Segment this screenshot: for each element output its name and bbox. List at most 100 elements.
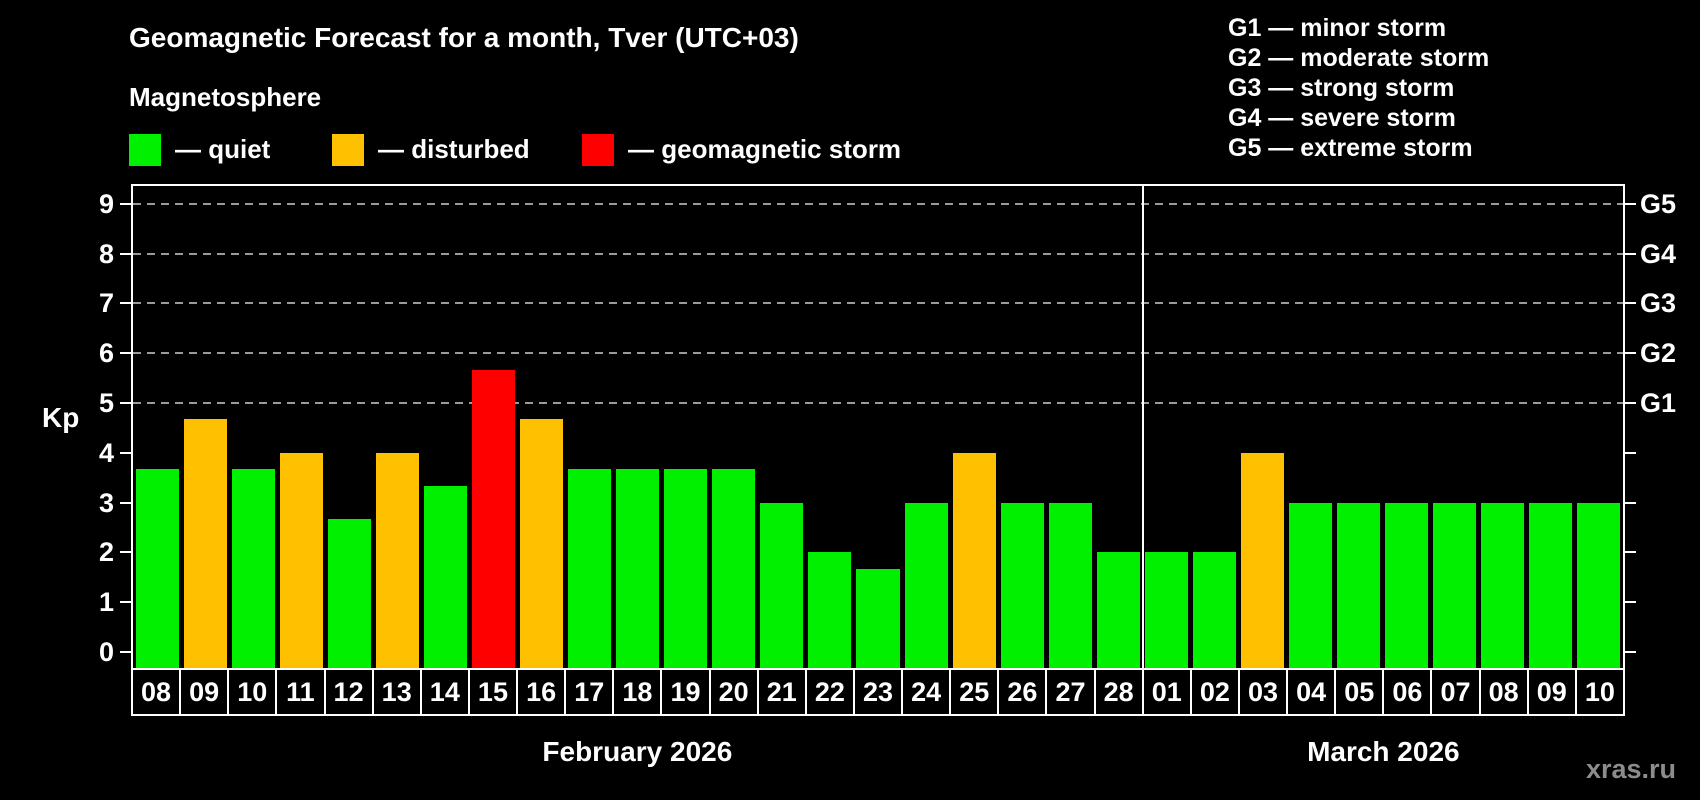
y-tick-label-9: 9: [98, 188, 114, 219]
bar-feb-12: [327, 519, 371, 668]
bar-feb-11: [279, 452, 323, 668]
day-label-feb-23: 23: [852, 668, 904, 716]
y-tick-label-0: 0: [98, 637, 114, 667]
day-label-mar-05: 05: [1334, 668, 1385, 716]
gridline-kp5: [133, 402, 1623, 404]
day-label-feb-10: 10: [227, 668, 278, 716]
chart-title: Geomagnetic Forecast for a month, Tver (…: [129, 22, 799, 53]
y-tick-right-6: [1625, 352, 1636, 355]
storm-scale-line-g2: G2 — moderate storm: [1228, 44, 1490, 72]
y-tick-right-4: [1625, 451, 1636, 454]
day-label-mar-09: 09: [1526, 668, 1577, 716]
day-label-mar-03: 03: [1237, 668, 1289, 716]
bar-mar-05: [1337, 502, 1381, 668]
day-label-feb-19: 19: [660, 668, 711, 716]
day-label-feb-21: 21: [756, 668, 807, 716]
y-tick-label-6: 6: [98, 338, 114, 369]
legend-label-quiet: — quiet: [175, 134, 271, 164]
legend-label-disturbed: — disturbed: [378, 134, 530, 164]
y-tick-left-6: [120, 352, 131, 355]
day-label-mar-02: 02: [1189, 668, 1240, 716]
day-label-feb-08: 08: [131, 668, 182, 716]
day-label-feb-26: 26: [997, 668, 1048, 716]
bar-mar-10: [1577, 502, 1621, 668]
legend-item-storm: — geomagnetic storm: [582, 133, 901, 166]
y-tick-left-9: [120, 202, 131, 205]
bar-feb-21: [760, 502, 804, 668]
legend-swatch-quiet: [129, 133, 161, 166]
day-label-feb-09: 09: [179, 668, 230, 716]
y-tick-left-1: [120, 601, 131, 604]
y-tick-label-5: 5: [98, 388, 114, 418]
y-tick-right-0: [1625, 651, 1636, 653]
bar-feb-25: [952, 452, 996, 668]
day-label-feb-15: 15: [467, 668, 519, 716]
legend-label-storm: — geomagnetic storm: [628, 134, 902, 164]
g-level-label-g2: G2: [1640, 338, 1677, 369]
day-label-feb-24: 24: [901, 668, 952, 716]
bar-feb-28: [1096, 552, 1140, 668]
day-label-mar-04: 04: [1286, 668, 1337, 716]
y-tick-right-3: [1625, 501, 1636, 504]
y-tick-left-8: [120, 252, 131, 255]
y-tick-label-2: 2: [98, 537, 114, 568]
month-label-february: February 2026: [542, 736, 733, 767]
y-tick-right-9: [1625, 202, 1636, 205]
bar-feb-19: [664, 469, 708, 668]
legend-swatch-storm: [582, 133, 614, 166]
day-label-feb-25: 25: [949, 668, 1000, 716]
y-tick-label-4: 4: [98, 437, 114, 468]
bar-feb-16: [520, 419, 564, 668]
bar-mar-08: [1481, 502, 1525, 668]
bar-feb-08: [135, 469, 179, 668]
bar-feb-23: [856, 568, 900, 668]
g-level-label-g1: G1: [1640, 388, 1677, 418]
bar-mar-01: [1144, 552, 1188, 668]
plot-inner: [133, 186, 1623, 668]
bar-mar-03: [1240, 452, 1285, 668]
y-tick-label-8: 8: [98, 238, 114, 269]
y-tick-left-4: [120, 451, 131, 454]
y-tick-right-1: [1625, 601, 1636, 604]
month-separator-line: [1142, 186, 1145, 668]
bar-feb-22: [808, 552, 852, 668]
y-tick-right-2: [1625, 551, 1636, 554]
bar-feb-17: [568, 469, 612, 668]
y-tick-label-1: 1: [98, 587, 114, 618]
month-label-march: March 2026: [1307, 736, 1460, 767]
y-tick-label-7: 7: [98, 288, 114, 319]
storm-scale-line-g5: G5 — extreme storm: [1228, 134, 1473, 162]
storm-scale-line-g3: G3 — strong storm: [1228, 74, 1455, 102]
bar-feb-20: [712, 469, 756, 668]
y-tick-left-3: [120, 501, 131, 504]
bar-mar-09: [1529, 502, 1573, 668]
storm-scale-legend: G1 — minor storm G2 — moderate storm G3 — …: [1228, 13, 1489, 163]
bar-mar-07: [1433, 502, 1477, 668]
y-tick-right-7: [1625, 302, 1636, 305]
day-label-mar-01: 01: [1141, 668, 1192, 716]
bar-mar-02: [1192, 552, 1236, 668]
y-tick-label-3: 3: [98, 487, 114, 518]
bar-feb-18: [616, 469, 660, 668]
day-label-mar-06: 06: [1382, 668, 1433, 716]
day-label-feb-27: 27: [1045, 668, 1096, 716]
day-label-feb-17: 17: [564, 668, 615, 716]
day-label-mar-08: 08: [1478, 668, 1529, 716]
legend-swatch-disturbed: [332, 133, 364, 166]
gridline-kp8: [133, 252, 1623, 255]
gridline-kp9: [133, 202, 1623, 205]
g-level-label-g5: G5: [1640, 188, 1677, 219]
y-tick-left-7: [120, 302, 131, 305]
bar-feb-10: [231, 469, 275, 668]
bar-feb-09: [183, 419, 227, 668]
legend-item-quiet: — quiet: [129, 133, 270, 166]
magnetosphere-label: Magnetosphere: [129, 82, 322, 112]
day-label-feb-11: 11: [275, 668, 326, 716]
day-axis: 08 09 10 11 12 13 14 15 16 17 18 19 20 21 22 23 24 25 26 27…: [131, 668, 1625, 716]
gridline-kp6: [133, 352, 1623, 355]
day-label-feb-12: 12: [323, 668, 374, 716]
watermark-xras: xras.ru: [1585, 754, 1676, 784]
y-tick-left-5: [120, 402, 131, 404]
day-label-feb-16: 16: [516, 668, 567, 716]
